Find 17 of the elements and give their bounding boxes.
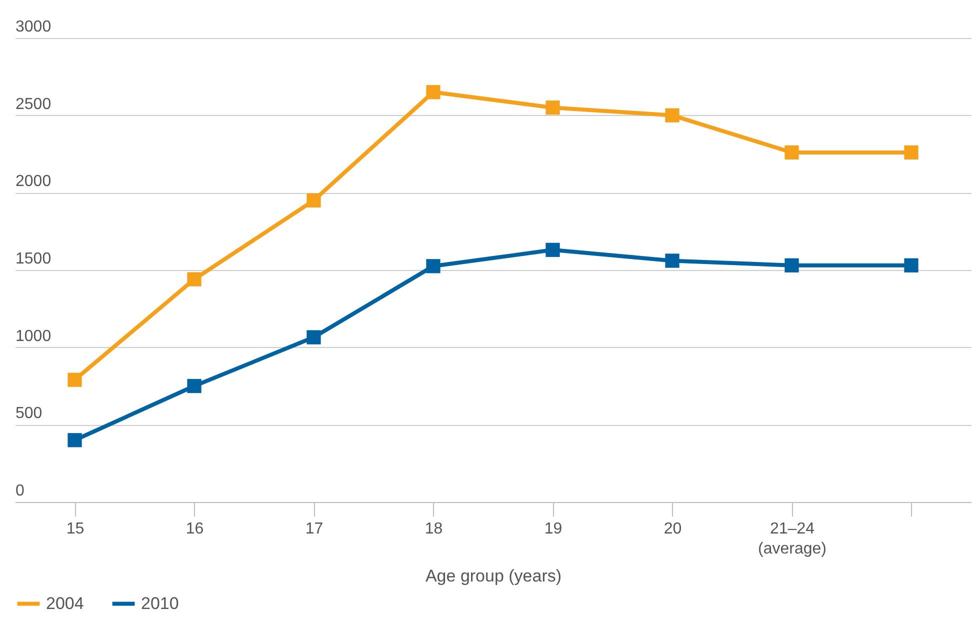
y-tick-label: 2500 <box>16 96 52 113</box>
x-tick-label: 17 <box>305 520 324 538</box>
y-tick-label: 2000 <box>16 173 52 190</box>
x-tick-label: 18 <box>424 520 443 538</box>
y-tick-label: 1000 <box>16 328 52 345</box>
y-tick-label: 500 <box>16 405 42 422</box>
x-tick-label: 20 <box>664 520 682 538</box>
x-tick-label: 15 <box>66 520 84 538</box>
x-tick-label: 16 <box>186 520 204 538</box>
x-tick-label: 19 <box>544 520 562 538</box>
x-axis-title: Age group (years) <box>425 566 562 586</box>
x-tick-label: 21–24 (average) <box>758 520 826 558</box>
y-tick-label: 3000 <box>16 18 52 36</box>
legend-label: 2010 <box>141 594 179 613</box>
legend-label: 2004 <box>46 594 84 613</box>
y-tick-label: 0 <box>16 482 24 500</box>
y-tick-label: 1500 <box>16 250 52 268</box>
